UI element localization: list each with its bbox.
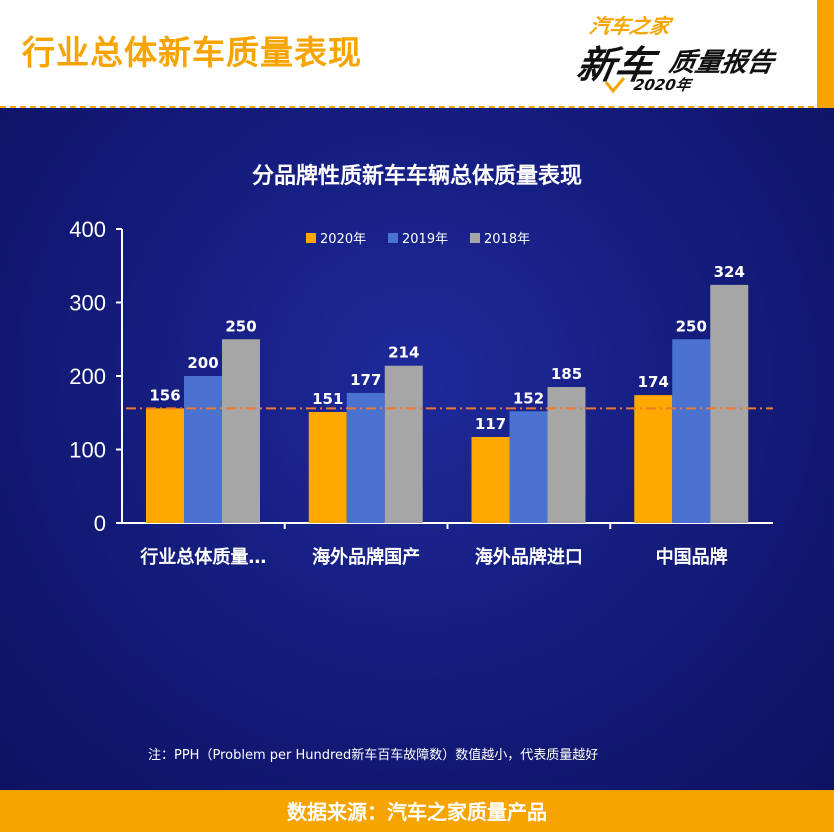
bar [222,339,260,523]
bar [184,376,222,523]
data-label: 324 [714,263,745,281]
y-tick-label: 200 [69,364,106,389]
data-label: 174 [638,373,669,391]
data-label: 177 [350,371,381,389]
bar [634,395,673,523]
chart-title: 分品牌性质新车车辆总体质量表现 [251,164,582,189]
legend-swatch [306,233,316,243]
bar [346,392,385,523]
x-category-label: 行业总体质量… [139,546,266,568]
bar [509,411,548,523]
y-tick-label: 0 [94,511,106,536]
data-label: 214 [388,344,419,362]
page-title: 行业总体新车质量表现 [22,33,362,72]
x-category-label: 中国品牌 [656,546,728,568]
legend-swatch [388,233,398,243]
footnote: 注：PPH（Problem per Hundred新车百车故障数）数值越小，代表… [148,748,599,763]
x-category-label: 海外品牌进口 [475,546,583,568]
data-label: 156 [149,386,180,404]
footer-bar [0,790,834,832]
bar [547,387,586,523]
x-category-label: 海外品牌国产 [312,546,420,568]
header-accent-bar [817,0,834,108]
legend-label: 2018年 [484,232,530,247]
legend-swatch [470,233,480,243]
legend-label: 2019年 [402,232,448,247]
header: 行业总体新车质量表现 汽车之家 新车 质量报告 2020年 [0,0,834,108]
data-label: 185 [551,365,582,383]
data-label: 200 [187,354,218,372]
data-label: 151 [312,390,343,408]
check-icon [604,77,626,94]
legend-label: 2020年 [320,232,366,247]
header-divider [0,106,834,108]
data-label: 250 [676,317,707,335]
bar [384,365,423,523]
data-label: 250 [225,317,256,335]
data-label: 152 [513,389,544,407]
bar [471,437,510,523]
brand-logo: 汽车之家 新车 质量报告 2020年 [574,8,808,98]
y-tick-label: 400 [69,217,106,242]
bar [308,412,347,523]
bar [146,408,184,523]
bar-chart: 0 100 200 300 400 156 200 250 行业总体质量… 151 177 214 海外… [69,217,773,568]
y-tick-label: 300 [69,291,106,316]
bar [710,284,749,523]
bar [672,339,711,523]
data-label: 117 [475,415,506,433]
y-tick-label: 100 [69,438,106,463]
data-source: 数据来源：汽车之家质量产品 [287,800,547,824]
